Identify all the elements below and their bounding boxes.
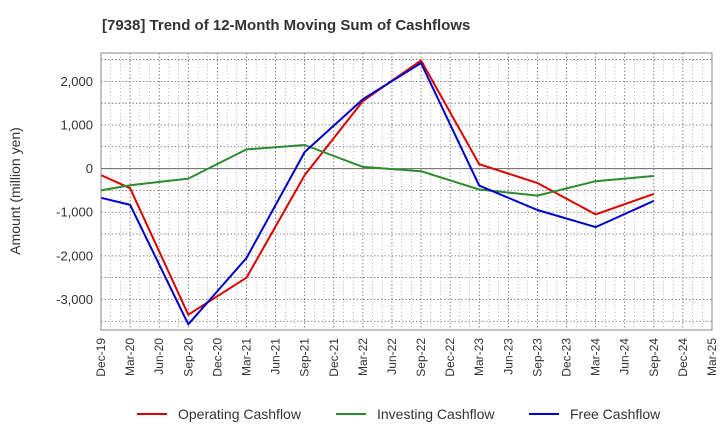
series-line-investing-cashflow bbox=[100, 144, 654, 197]
x-tick-label: Mar-24 bbox=[589, 338, 603, 376]
x-tick-label: Sep-24 bbox=[647, 338, 661, 377]
x-tick-label: Dec-24 bbox=[676, 338, 690, 377]
x-tick-label: Sep-20 bbox=[181, 338, 195, 377]
y-tick-label: -2,000 bbox=[56, 248, 93, 263]
x-tick-label: Mar-25 bbox=[705, 338, 719, 376]
x-tick-label: Jun-23 bbox=[501, 338, 515, 375]
y-tick-label: 0 bbox=[86, 161, 93, 176]
x-tick-label: Sep-22 bbox=[414, 338, 428, 377]
x-tick-label: Mar-21 bbox=[239, 338, 253, 376]
legend-label: Operating Cashflow bbox=[178, 406, 302, 422]
plot-frame bbox=[100, 52, 713, 331]
series-line-free-cashflow bbox=[100, 62, 655, 326]
x-tick-label: Dec-21 bbox=[327, 338, 341, 377]
y-axis-label: Amount (million yen) bbox=[7, 127, 23, 255]
x-tick-label: Dec-19 bbox=[94, 338, 108, 377]
x-tick-label: Jun-21 bbox=[269, 338, 283, 375]
x-tick-label: Jun-20 bbox=[152, 338, 166, 375]
legend: Operating Cashflow Investing Cashflow Free… bbox=[137, 406, 661, 422]
legend-label: Investing Cashflow bbox=[377, 406, 495, 422]
x-tick-label: Jun-22 bbox=[385, 338, 399, 375]
x-tick-label: Jun-24 bbox=[618, 338, 632, 375]
legend-label: Free Cashflow bbox=[570, 406, 661, 422]
chart-title: [7938] Trend of 12-Month Moving Sum of C… bbox=[102, 17, 470, 34]
x-tick-label: Dec-23 bbox=[560, 338, 574, 377]
plot-area: -3,000 -2,000 -1,000 0 1,000 2,000 Dec-19 Mar-2… bbox=[56, 52, 719, 377]
y-tick-label: 2,000 bbox=[60, 74, 93, 89]
x-tick-label: Dec-22 bbox=[443, 338, 457, 377]
y-tick-label: -1,000 bbox=[56, 205, 93, 220]
x-tick-label: Mar-22 bbox=[356, 338, 370, 376]
x-tick-label: Sep-23 bbox=[530, 338, 544, 377]
x-tick-label: Mar-20 bbox=[123, 338, 137, 376]
series-line-operating-cashflow bbox=[100, 59, 655, 316]
x-tick-label: Dec-20 bbox=[210, 338, 224, 377]
x-tick-label: Sep-21 bbox=[298, 338, 312, 377]
x-tick-label: Mar-23 bbox=[472, 338, 486, 376]
y-tick-label: 1,000 bbox=[60, 117, 93, 132]
y-tick-label: -3,000 bbox=[56, 292, 93, 307]
